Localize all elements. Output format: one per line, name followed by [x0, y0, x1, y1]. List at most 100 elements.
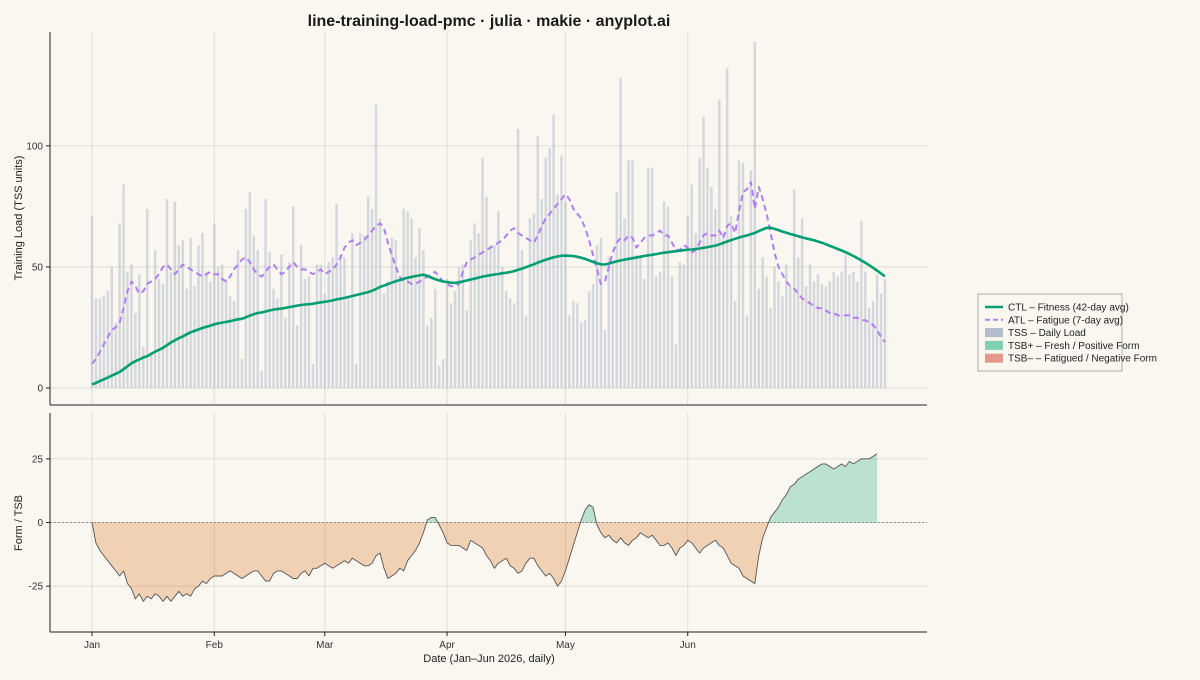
legend-label: TSB– – Fatigued / Negative Form — [1008, 354, 1157, 365]
tss-bar — [860, 220, 863, 389]
tss-bar — [110, 266, 113, 389]
tss-bar — [568, 315, 571, 389]
tss-bar — [741, 162, 745, 389]
tss-bar — [749, 170, 753, 389]
tss-bar — [201, 233, 204, 389]
tss-bar — [576, 303, 579, 389]
tss-bar — [781, 296, 784, 389]
tss-bar — [544, 157, 547, 389]
tss-bar — [564, 201, 567, 389]
tss-bar — [193, 286, 196, 389]
tss-bar — [639, 254, 642, 389]
tss-bar — [94, 298, 98, 389]
tss-bar — [769, 308, 772, 389]
tss-bar — [615, 191, 618, 389]
tss-bar — [808, 264, 812, 389]
y-tick-label: 50 — [32, 262, 44, 273]
tss-bar — [146, 208, 149, 389]
tss-bar — [591, 283, 595, 389]
tss-bar — [303, 279, 307, 389]
tss-bar — [796, 257, 800, 389]
tss-bar — [883, 279, 887, 389]
tss-bar — [497, 211, 500, 389]
y-tick-label: 25 — [32, 454, 44, 465]
x-tick-label: May — [556, 640, 575, 651]
tss-bar — [295, 325, 299, 389]
tss-bar — [643, 279, 646, 389]
tss-bar — [765, 276, 768, 389]
tss-bar — [437, 366, 441, 389]
tss-bar — [90, 216, 94, 389]
tss-bar — [153, 249, 157, 389]
tss-bar — [465, 310, 469, 389]
tss-bar — [871, 300, 875, 389]
tss-bar — [386, 281, 390, 389]
tss-bar — [130, 264, 133, 389]
tss-bar — [777, 281, 780, 389]
tss-bar — [662, 201, 666, 389]
tss-bar — [370, 208, 374, 389]
tss-bar — [276, 298, 279, 389]
tss-bar — [260, 371, 263, 389]
tss-bar — [816, 274, 820, 389]
tss-bar — [651, 167, 654, 389]
tss-bar — [197, 245, 200, 389]
tss-bar — [623, 218, 626, 389]
y-tick-label: 0 — [37, 518, 43, 529]
tss-bar — [394, 240, 398, 389]
tss-bar — [347, 296, 350, 389]
tss-bar — [398, 279, 401, 389]
tss-bar — [647, 167, 650, 389]
tss-bar — [524, 315, 528, 389]
tss-bar — [611, 262, 614, 389]
tss-bar — [848, 274, 851, 389]
tss-bar — [339, 254, 342, 389]
tss-bar — [607, 257, 611, 389]
chart-title: line-training-load-pmc · julia · makie ·… — [308, 13, 671, 30]
tss-bar — [355, 363, 358, 389]
tss-bar — [244, 208, 248, 389]
tss-bar — [457, 266, 461, 389]
tss-bar — [445, 279, 449, 389]
tss-bar — [757, 288, 760, 389]
tss-bar — [228, 296, 232, 389]
tss-bar — [102, 296, 106, 389]
tss-bar — [556, 194, 559, 389]
tss-bar — [473, 223, 476, 389]
tss-bar — [122, 184, 125, 389]
y-tick-label: 100 — [26, 141, 43, 152]
tss-bar — [307, 276, 311, 389]
legend-swatch-patch — [985, 328, 1003, 338]
tss-bar — [142, 346, 145, 389]
legend-label: ATL – Fatigue (7-day avg) — [1008, 315, 1123, 326]
tss-bar — [481, 157, 484, 389]
legend-label: CTL – Fitness (42-day avg) — [1008, 303, 1129, 314]
tss-bar — [678, 262, 682, 389]
tss-bar — [733, 300, 737, 389]
legend-label: TSB+ – Fresh / Positive Form — [1008, 341, 1139, 352]
tss-bar — [856, 281, 859, 389]
tss-bar — [508, 298, 512, 389]
tss-bar — [722, 233, 725, 389]
tss-bar — [674, 344, 678, 389]
tss-bar — [560, 155, 563, 389]
tss-bar — [595, 245, 599, 389]
tss-bar — [185, 288, 188, 389]
tss-bar — [410, 218, 413, 389]
tss-bar — [603, 329, 607, 389]
tss-bar — [631, 160, 634, 389]
legend-label: TSS – Daily Load — [1008, 328, 1086, 339]
tsb-negative-area — [92, 522, 878, 602]
tss-bar — [126, 271, 129, 389]
tsb-positive-area — [92, 453, 878, 523]
tss-bar — [177, 245, 181, 389]
tss-bar — [690, 184, 693, 389]
tss-bar — [686, 216, 689, 389]
tss-bar — [824, 286, 828, 389]
tss-bar — [138, 274, 141, 389]
tss-bar — [879, 293, 883, 389]
tss-bar — [299, 245, 303, 389]
tss-bar — [240, 358, 244, 389]
tss-bar — [666, 206, 670, 389]
